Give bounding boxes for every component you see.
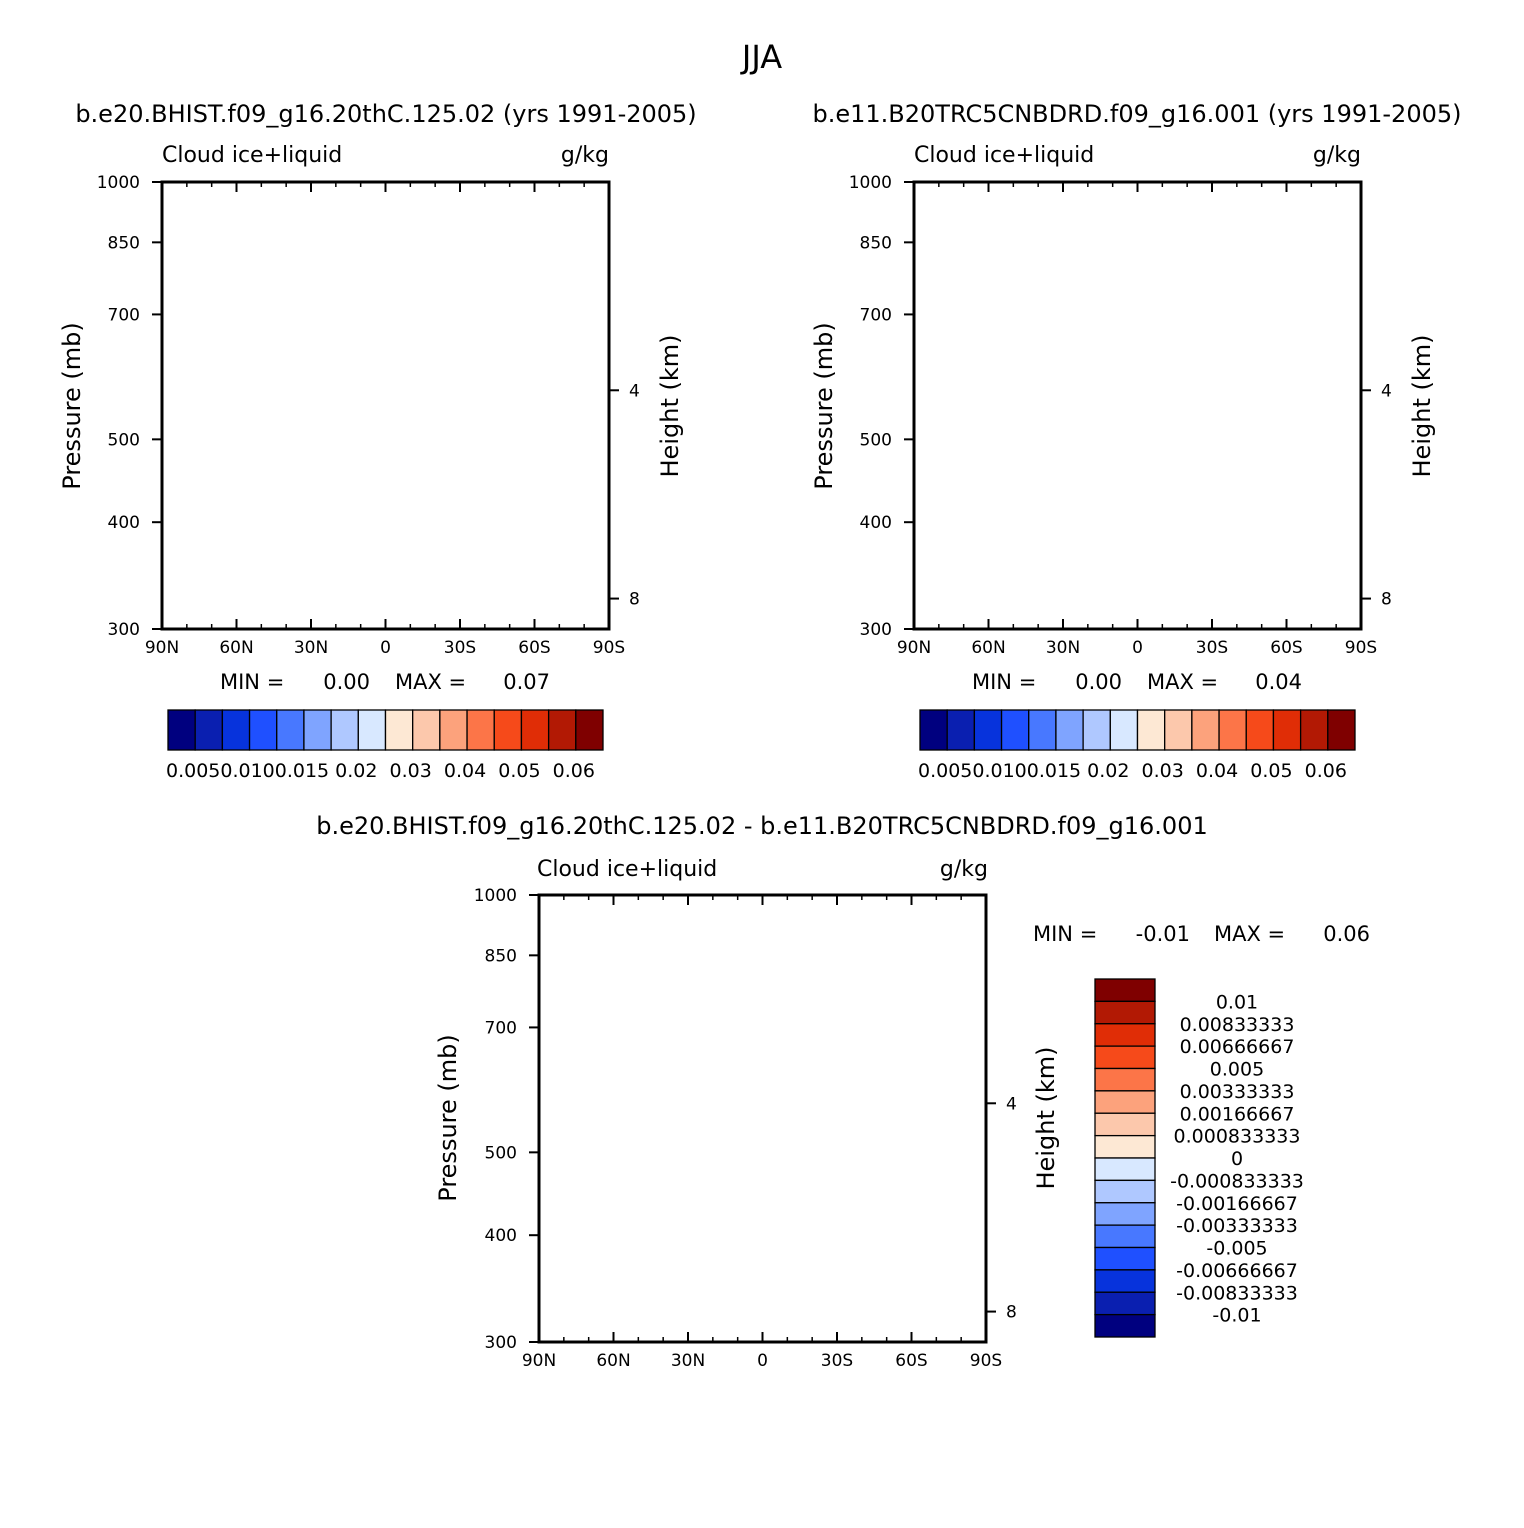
colorbar-label: 0.02 — [335, 760, 377, 782]
colorbar-label: 0.06 — [553, 760, 595, 782]
colorbar-swatch — [222, 710, 249, 750]
y-tick-label: 500 — [108, 430, 140, 450]
x-tick-label: 90S — [593, 638, 625, 658]
figure-title: JJA — [740, 38, 782, 76]
colorbar-swatch — [521, 710, 548, 750]
max-value: 0.07 — [503, 670, 550, 694]
units-label: g/kg — [561, 143, 609, 168]
colorbar-swatch — [250, 710, 277, 750]
colorbar-swatch — [549, 710, 576, 750]
x-tick-label: 60N — [219, 638, 253, 658]
max-label: MAX = — [395, 670, 466, 694]
colorbar-label: 0.04 — [444, 760, 486, 782]
colorbar-label: 0.05 — [498, 760, 540, 782]
y2-tick-label: 4 — [629, 381, 640, 401]
colorbar-swatch — [168, 710, 195, 750]
colorbar-swatch — [440, 710, 467, 750]
panel-title: b.e20.BHIST.f09_g16.20thC.125.02 (yrs 19… — [75, 100, 696, 128]
colorbar-swatch — [304, 710, 331, 750]
min-label: MIN = — [220, 670, 284, 694]
colorbar-swatch — [386, 710, 413, 750]
field-label: Cloud ice+liquid — [914, 143, 1094, 168]
x-tick-label: 30S — [444, 638, 476, 658]
x-tick-label: 60S — [518, 638, 550, 658]
colorbar-swatch — [413, 710, 440, 750]
y-tick-label: 300 — [108, 620, 140, 640]
y-tick-label: 850 — [108, 233, 140, 253]
y2-tick-label: 8 — [629, 590, 640, 610]
panel-title: b.e11.B20TRC5CNBDRD.f09_g16.001 (yrs 199… — [813, 100, 1462, 128]
y-tick-label: 400 — [108, 513, 140, 533]
axes: 90N 60N 30N 0 30S 60S 90S 300 400 500 700 850 1000 8 4 — [97, 173, 640, 658]
x-tick-label: 30N — [294, 638, 328, 658]
panel-top-right: b.e11.B20TRC5CNBDRD.f09_g16.001 (yrs 199… — [810, 100, 1461, 782]
colorbar-label: 0.03 — [390, 760, 432, 782]
colorbar-swatch — [331, 710, 358, 750]
colorbar-label: 0.005 — [166, 760, 220, 782]
colorbar-swatch — [277, 710, 304, 750]
units-label: g/kg — [1313, 143, 1361, 168]
colorbar-label: 0.015 — [275, 760, 329, 782]
y2-axis-label: Height (km) — [656, 335, 684, 478]
panel-top-left: b.e20.BHIST.f09_g16.20thC.125.02 (yrs 19… — [58, 100, 697, 782]
field-label: Cloud ice+liquid — [162, 143, 342, 168]
x-tick-label: 90N — [145, 638, 179, 658]
x-tick-label: 0 — [380, 638, 391, 658]
y-tick-label: 1000 — [97, 173, 140, 193]
y-tick-label: 700 — [108, 305, 140, 325]
colorbar-swatch — [494, 710, 521, 750]
y-axis-label: Pressure (mb) — [58, 322, 86, 489]
colorbar-swatch — [358, 710, 385, 750]
colorbar-swatch — [195, 710, 222, 750]
colorbar-label: 0.010 — [220, 760, 274, 782]
colorbar-swatch — [467, 710, 494, 750]
plot-frame — [162, 182, 609, 629]
colorbar-swatch — [576, 710, 603, 750]
min-value: 0.00 — [323, 670, 370, 694]
